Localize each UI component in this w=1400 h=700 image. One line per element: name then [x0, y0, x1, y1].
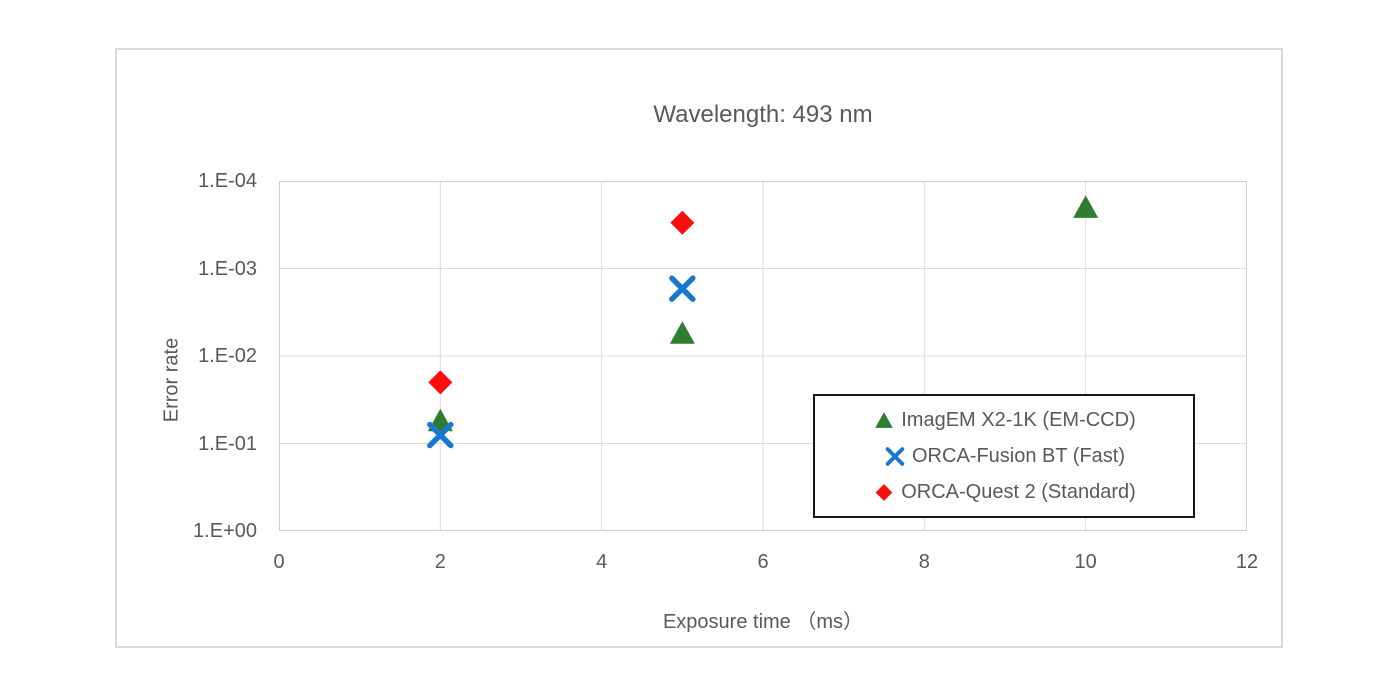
triangle-marker-icon: [669, 321, 695, 344]
diamond-marker-icon: [875, 484, 893, 501]
y-tick-label: 1.E-02: [198, 345, 257, 367]
x-tick-label: 6: [757, 551, 769, 573]
legend-label: ImagEM X2-1K (EM-CCD): [901, 408, 1136, 431]
chart-title: Wavelength: 493 nm: [653, 101, 873, 128]
chart-frame: [115, 48, 1283, 648]
x-marker-icon: [427, 421, 454, 449]
y-tick-label: 1.E-03: [198, 257, 257, 280]
legend: ImagEM X2-1K (EM-CCD) ORCA-Fusion BT (Fa…: [813, 394, 1195, 518]
x-marker-icon: [885, 447, 905, 466]
y-tick-label: 1.E-04: [198, 170, 257, 192]
triangle-marker-icon: [875, 412, 893, 428]
x-tick-label: 0: [273, 551, 285, 573]
y-tick-label: 1.E-01: [198, 432, 257, 455]
x-tick-label: 8: [918, 551, 930, 573]
diamond-marker-icon: [670, 210, 695, 235]
legend-item: ORCA-Fusion BT (Fast): [883, 444, 1125, 468]
y-tick-label: 1.E+00: [193, 520, 257, 542]
x-tick-label: 10: [1074, 551, 1097, 573]
x-tick-label: 2: [434, 551, 446, 573]
legend-item: ORCA-Quest 2 (Standard): [872, 480, 1136, 504]
x-tick-label: 4: [596, 551, 608, 573]
x-tick-label: 12: [1235, 551, 1259, 573]
x-marker-icon: [669, 275, 696, 302]
diamond-marker-icon: [428, 370, 453, 395]
triangle-marker-icon: [875, 412, 893, 428]
legend-label: ORCA-Quest 2 (Standard): [901, 480, 1136, 503]
plot-border: [279, 181, 1247, 531]
plot-area: [279, 181, 1247, 531]
diamond-marker-icon: [875, 484, 893, 501]
x-axis-title: Exposure time （ms）: [662, 611, 864, 633]
x-marker-icon: [885, 447, 905, 466]
legend-item: ImagEM X2-1K (EM-CCD): [872, 408, 1136, 432]
legend-label: ORCA-Fusion BT (Fast): [912, 444, 1125, 467]
triangle-marker-icon: [1073, 195, 1099, 218]
